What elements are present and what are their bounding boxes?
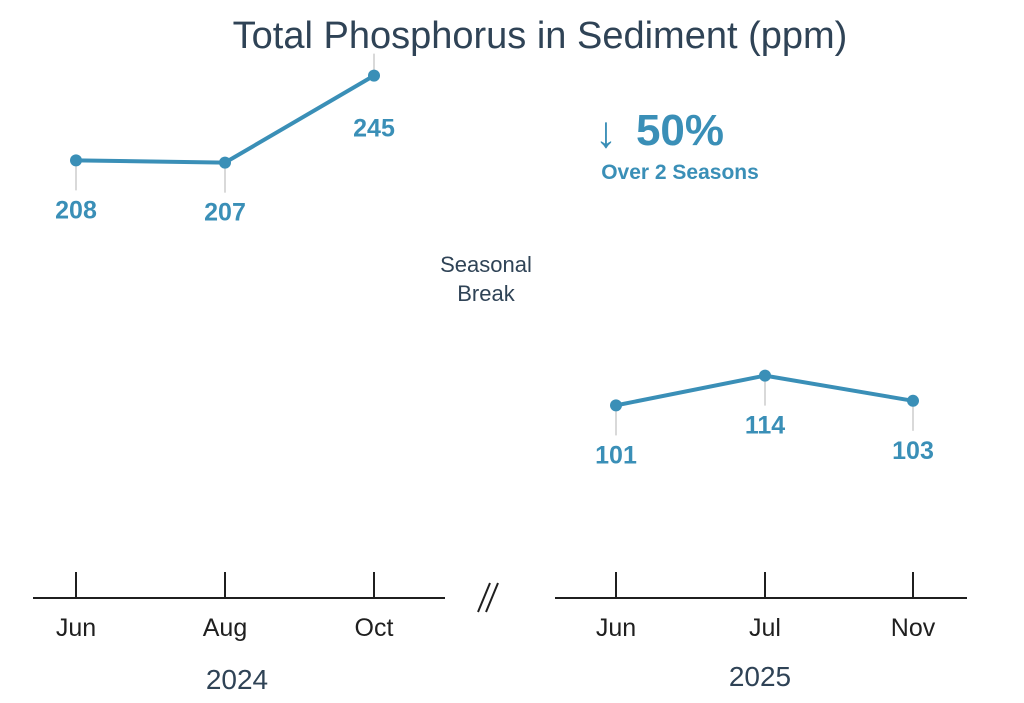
break-note-line-1: Seasonal xyxy=(440,252,532,277)
callout-arrow: ↓ xyxy=(595,108,617,157)
x-tick-label: Nov xyxy=(891,614,936,642)
x-tick-label: Jun xyxy=(56,614,96,642)
data-label: 114 xyxy=(745,412,785,440)
axis-break-mark-1 xyxy=(477,582,491,613)
x-tick-label: Aug xyxy=(203,614,247,642)
x-tick-label: Jul xyxy=(749,614,781,642)
axis-break-mark-2 xyxy=(485,582,499,613)
data-label: 208 xyxy=(55,196,97,224)
series-line-2024 xyxy=(75,73,376,165)
data-point xyxy=(907,394,919,407)
data-point xyxy=(219,156,231,169)
callout-text: Over 2 Seasons xyxy=(601,161,759,184)
break-note-line-2: Break xyxy=(457,281,515,306)
x-tick-label: Oct xyxy=(355,614,394,642)
chart-title: Total Phosphorus in Sediment (ppm) xyxy=(233,15,848,57)
panel-2024: 208 Jun 207 Aug 245 Oct 2024 xyxy=(33,53,445,695)
data-label: 101 xyxy=(595,441,637,469)
x-tick-label: Jun xyxy=(596,614,636,642)
callout: ↓ 50% Over 2 Seasons xyxy=(595,106,759,184)
data-label: 103 xyxy=(892,437,934,465)
chart-panels: 208 Jun 207 Aug 245 Oct 2024 101 Jun 114 Jul 103 Nov… xyxy=(33,53,967,695)
break-note: Seasonal Break xyxy=(440,252,532,306)
panel-2025: 101 Jun 114 Jul 103 Nov 2025 xyxy=(555,369,967,692)
data-point xyxy=(368,69,380,82)
year-label-2025: 2025 xyxy=(729,661,791,692)
data-point xyxy=(759,369,771,382)
data-label: 207 xyxy=(204,199,246,227)
callout-value: 50% xyxy=(636,106,724,155)
axis-break xyxy=(477,582,499,613)
data-point xyxy=(610,399,622,412)
data-label: 245 xyxy=(353,115,395,143)
data-point xyxy=(70,154,82,167)
year-label-2024: 2024 xyxy=(206,664,268,695)
